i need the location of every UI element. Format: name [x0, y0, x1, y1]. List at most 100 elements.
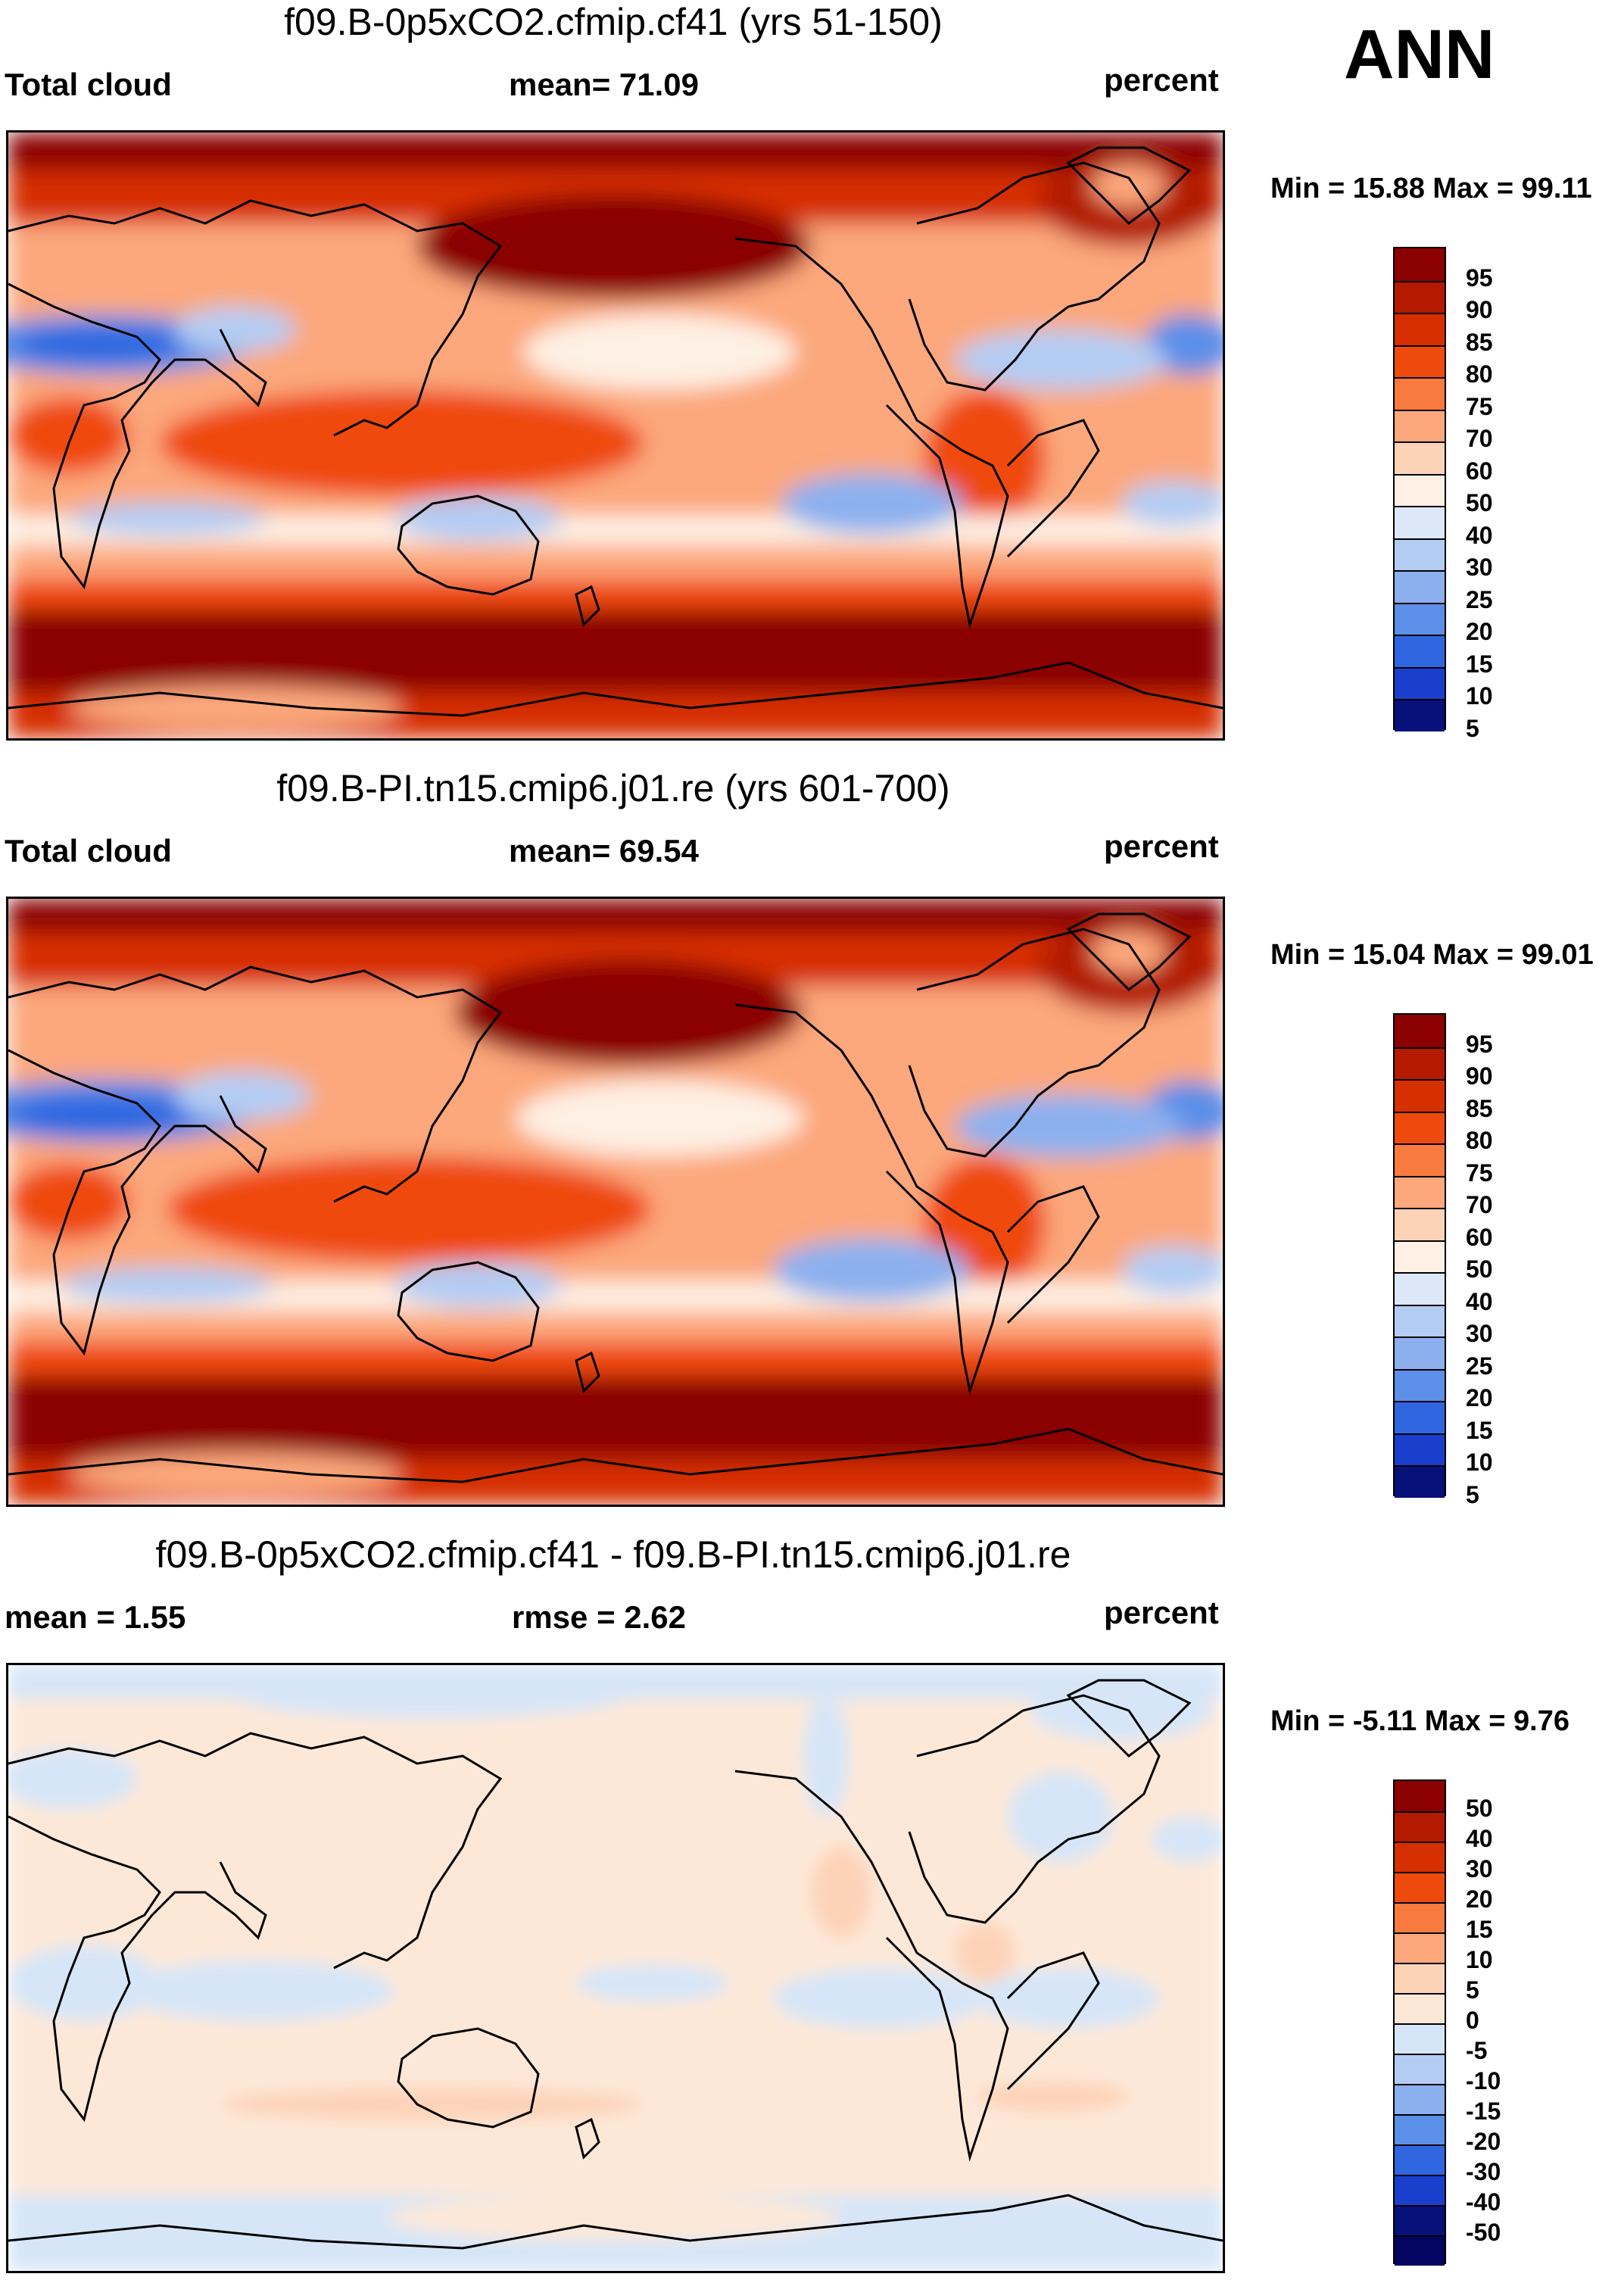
colorbar-cell — [1395, 1079, 1445, 1112]
panel3-map-svg — [8, 1665, 1223, 2271]
colorbar-cell — [1395, 635, 1445, 667]
colorbar-cell — [1395, 1465, 1445, 1498]
colorbar-label: 30 — [1466, 1320, 1493, 1348]
colorbar-label: -20 — [1466, 2128, 1501, 2155]
colorbar-label: 85 — [1466, 328, 1493, 356]
colorbar-cell — [1395, 538, 1445, 571]
colorbar-label: 90 — [1466, 1062, 1493, 1090]
colorbar-cell — [1395, 2114, 1445, 2144]
colorbar-cell — [1395, 1272, 1445, 1305]
colorbar-label: 20 — [1466, 618, 1493, 646]
colorbar-label: 15 — [1466, 1916, 1493, 1943]
colorbar-cell — [1395, 1175, 1445, 1209]
panel2-title: f09.B-PI.tn15.cmip6.j01.re (yrs 601-700) — [276, 767, 950, 809]
panel1-minmax: Min = 15.88 Max = 99.11 — [1270, 173, 1592, 204]
colorbar-cell — [1395, 2023, 1445, 2054]
colorbar-label: -5 — [1466, 2037, 1488, 2064]
colorbar-label: 60 — [1466, 457, 1493, 485]
colorbar-label: 20 — [1466, 1885, 1493, 1913]
colorbar-label: 90 — [1466, 296, 1493, 324]
colorbar-cell — [1395, 1963, 1445, 1993]
colorbar-cell — [1395, 248, 1445, 281]
colorbar-cell — [1395, 570, 1445, 603]
colorbar-label: 75 — [1466, 1159, 1493, 1187]
colorbar-label: 95 — [1466, 1030, 1493, 1058]
colorbar-cell — [1395, 280, 1445, 313]
colorbar-cell — [1395, 2084, 1445, 2114]
colorbar-cell — [1395, 1111, 1445, 1144]
colorbar-cell — [1395, 1842, 1445, 1872]
colorbar-cell — [1395, 313, 1445, 345]
colorbar-cell — [1395, 1902, 1445, 1932]
colorbar-label: -50 — [1466, 2219, 1501, 2246]
colorbar-cell — [1395, 506, 1445, 538]
colorbar-cell — [1395, 441, 1445, 474]
panel3-coastlines — [8, 1679, 1223, 2250]
colorbar-label: 5 — [1466, 715, 1479, 742]
colorbar-cell — [1395, 1208, 1445, 1240]
colorbar-label: 70 — [1466, 425, 1493, 453]
colorbar-cell — [1395, 2205, 1445, 2235]
panel1-title: f09.B-0p5xCO2.cfmip.cf41 (yrs 51-150) — [284, 1, 943, 43]
colorbar-cell — [1395, 2235, 1445, 2266]
colorbar-label: 75 — [1466, 392, 1493, 420]
panel1-map — [6, 130, 1225, 741]
colorbar-label: 50 — [1466, 1795, 1493, 1822]
colorbar-label: 95 — [1466, 264, 1493, 292]
colorbar-cell — [1395, 1368, 1445, 1402]
panel3-map — [6, 1663, 1225, 2273]
panel2-coastlines — [8, 912, 1223, 1483]
colorbar-cell — [1395, 1811, 1445, 1842]
colorbar-cell — [1395, 377, 1445, 410]
colorbar-cell — [1395, 1015, 1445, 1047]
colorbar-cell — [1395, 699, 1445, 731]
colorbar-label: -30 — [1466, 2158, 1501, 2185]
colorbar-label: 25 — [1466, 585, 1493, 613]
colorbar-label: 40 — [1466, 1825, 1493, 1852]
panel3-colorbar — [1393, 1779, 1446, 2266]
colorbar-cell — [1395, 602, 1445, 635]
panel2-minmax: Min = 15.04 Max = 99.01 — [1270, 939, 1594, 971]
colorbar-cell — [1395, 345, 1445, 378]
colorbar-label: 50 — [1466, 489, 1493, 517]
colorbar-cell — [1395, 1046, 1445, 1080]
colorbar-cell — [1395, 1781, 1445, 1811]
colorbar-label: -10 — [1466, 2067, 1501, 2094]
colorbar-cell — [1395, 2175, 1445, 2205]
colorbar-cell — [1395, 409, 1445, 442]
colorbar-cell — [1395, 1932, 1445, 1963]
panel1-coastlines — [8, 146, 1223, 717]
panel3-mean-label: mean = 1.55 — [5, 1599, 186, 1635]
panel2-map — [6, 897, 1225, 1507]
colorbar-label: 15 — [1466, 650, 1493, 678]
panel2-units: percent — [1104, 828, 1219, 864]
colorbar-label: 80 — [1466, 360, 1493, 388]
panel1-colorbar — [1393, 247, 1446, 731]
colorbar-label: 5 — [1466, 1976, 1479, 2004]
colorbar-label: 30 — [1466, 554, 1493, 582]
panel3-title: f09.B-0p5xCO2.cfmip.cf41 - f09.B-PI.tn15… — [155, 1533, 1071, 1576]
colorbar-cell — [1395, 473, 1445, 507]
colorbar-cell — [1395, 1401, 1445, 1433]
colorbar-cell — [1395, 2144, 1445, 2175]
colorbar-label: 40 — [1466, 521, 1493, 549]
colorbar-cell — [1395, 1433, 1445, 1466]
colorbar-label: 40 — [1466, 1287, 1493, 1315]
colorbar-label: 0 — [1466, 2007, 1479, 2034]
colorbar-label: -15 — [1466, 2098, 1501, 2125]
colorbar-cell — [1395, 1240, 1445, 1273]
panel2-colorbar — [1393, 1013, 1446, 1498]
colorbar-label: 85 — [1466, 1094, 1493, 1122]
colorbar-cell — [1395, 1872, 1445, 1902]
season-label: ANN — [1344, 16, 1495, 93]
colorbar-cell — [1395, 1304, 1445, 1337]
colorbar-label: 15 — [1466, 1416, 1493, 1444]
colorbar-label: 10 — [1466, 1946, 1493, 1973]
panel2-center-label: mean= 69.54 — [509, 833, 700, 869]
colorbar-cell — [1395, 1993, 1445, 2023]
colorbar-cell — [1395, 1336, 1445, 1369]
panel1-left-label: Total cloud — [5, 67, 172, 102]
panel2-left-label: Total cloud — [5, 833, 172, 869]
panel1-units: percent — [1104, 62, 1219, 98]
panel1-center-label: mean= 71.09 — [509, 67, 700, 102]
